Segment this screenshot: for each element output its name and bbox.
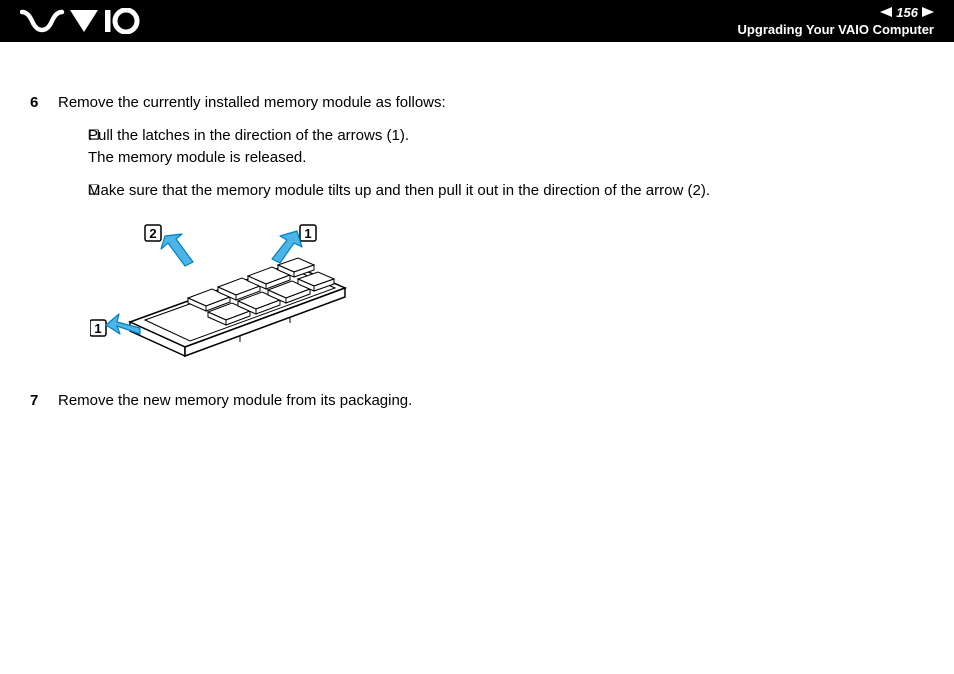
header-right: 156 Upgrading Your VAIO Computer xyxy=(738,5,934,37)
step-7: 7 Remove the new memory module from its … xyxy=(30,390,924,413)
diagram-label-1b: 1 xyxy=(94,321,101,336)
page-navigation: 156 xyxy=(880,5,934,20)
page-content: 6 Remove the currently installed memory … xyxy=(0,42,954,442)
vaio-logo xyxy=(20,0,140,42)
step-text: Remove the currently installed memory mo… xyxy=(58,92,924,115)
bullet-line: Make sure that the memory module tilts u… xyxy=(88,180,924,203)
step-number: 6 xyxy=(30,92,58,212)
bullet-item: ❑ Make sure that the memory module tilts… xyxy=(58,180,924,203)
nav-prev-icon[interactable] xyxy=(880,5,892,20)
bullet-item: ❑ Pull the latches in the direction of t… xyxy=(58,125,924,170)
memory-module-diagram: 2 1 1 xyxy=(90,222,924,370)
bullet-line: Pull the latches in the direction of the… xyxy=(88,125,924,148)
nav-next-icon[interactable] xyxy=(922,5,934,20)
arrow-2-icon xyxy=(161,234,193,266)
step-text: Remove the new memory module from its pa… xyxy=(58,390,924,413)
header-bar: 156 Upgrading Your VAIO Computer xyxy=(0,0,954,42)
page-number: 156 xyxy=(896,5,918,20)
section-title: Upgrading Your VAIO Computer xyxy=(738,22,934,37)
bullet-marker-icon: ❑ xyxy=(58,180,88,203)
bullet-line: The memory module is released. xyxy=(88,147,924,170)
diagram-label-1a: 1 xyxy=(304,226,311,241)
step-number: 7 xyxy=(30,390,58,413)
step-6: 6 Remove the currently installed memory … xyxy=(30,92,924,212)
memory-module-icon xyxy=(130,258,345,356)
diagram-label-2: 2 xyxy=(149,226,156,241)
bullet-marker-icon: ❑ xyxy=(58,125,88,170)
